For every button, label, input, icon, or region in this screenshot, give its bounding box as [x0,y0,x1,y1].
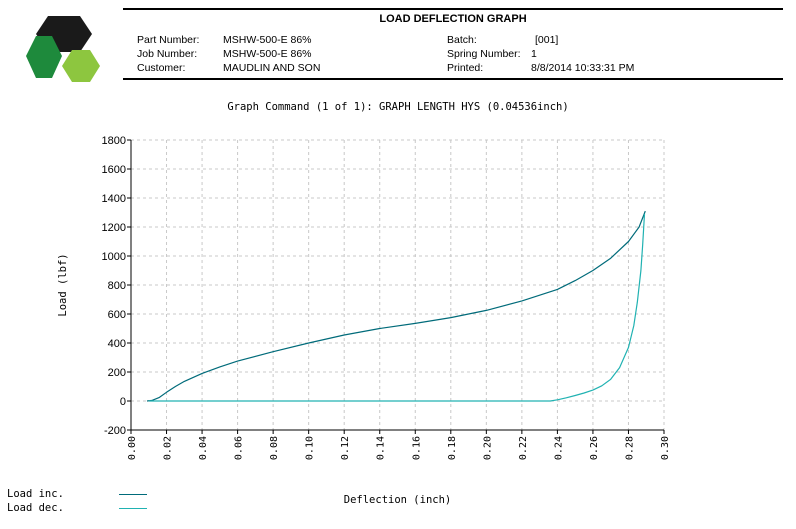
part-number-label: Part Number: [137,34,200,46]
y-tick-label: 400 [108,338,126,350]
spring-number-label: Spring Number: [447,48,521,60]
x-tick-label: 0.10 [305,436,316,460]
legend-swatch-load-inc [119,494,147,495]
y-axis-label: Load (lbf) [57,253,69,316]
x-tick-label: 0.06 [234,436,245,460]
job-number-value: MSHW-500-E 86% [223,48,312,60]
x-tick-label: 0.28 [624,436,635,460]
y-tick-label: 200 [108,367,126,379]
legend-label-load-inc: Load inc. [7,488,64,500]
x-tick-label: 0.22 [518,436,529,460]
part-number-value: MSHW-500-E 86% [223,34,312,46]
y-tick-label: 0 [120,396,126,408]
y-tick-label: -200 [104,425,126,437]
y-tick-label: 600 [108,309,126,321]
x-tick-label: 0.00 [127,436,138,460]
batch-value: [001] [535,34,559,46]
logo-hex-green [26,36,62,78]
x-tick-label: 0.16 [411,436,422,460]
x-axis-label: Deflection (inch) [344,494,451,506]
y-tick-label: 1400 [102,193,126,205]
spring-number-value: 1 [531,48,537,60]
job-number-label: Job Number: [137,48,198,60]
report-header: LOAD DEFLECTION GRAPH Part Number: MSHW-… [123,8,783,80]
logo-hex-lime [62,50,100,82]
customer-value: MAUDLIN AND SON [223,62,321,74]
company-logo-icon [26,16,100,82]
y-tick-label: 1800 [102,135,126,147]
printed-label: Printed: [447,62,484,74]
x-tick-label: 0.24 [553,436,564,460]
customer-label: Customer: [137,62,186,74]
legend-label-load-dec: Load dec. [7,502,64,514]
x-tick-label: 0.20 [482,436,493,460]
x-tick-label: 0.14 [376,436,387,460]
graph-command-caption: Graph Command (1 of 1): GRAPH LENGTH HYS… [227,101,569,113]
printed-value: 8/8/2014 10:33:31 PM [531,62,635,74]
y-tick-label: 1000 [102,251,126,263]
series-line-load-inc [146,210,646,402]
legend-swatch-load-dec [119,508,147,509]
x-tick-label: 0.08 [269,436,280,460]
x-tick-label: 0.18 [447,436,458,460]
x-tick-label: 0.02 [163,436,174,460]
x-tick-label: 0.30 [660,436,671,460]
batch-label: Batch: [447,34,477,46]
report-title: LOAD DEFLECTION GRAPH [379,13,527,25]
series-line-load-dec [148,213,646,402]
x-tick-label: 0.12 [340,436,351,460]
y-tick-label: 800 [108,280,126,292]
x-tick-label: 0.04 [198,436,209,460]
y-tick-label: 1200 [102,222,126,234]
x-tick-label: 0.26 [589,436,600,460]
y-tick-label: 1600 [102,164,126,176]
